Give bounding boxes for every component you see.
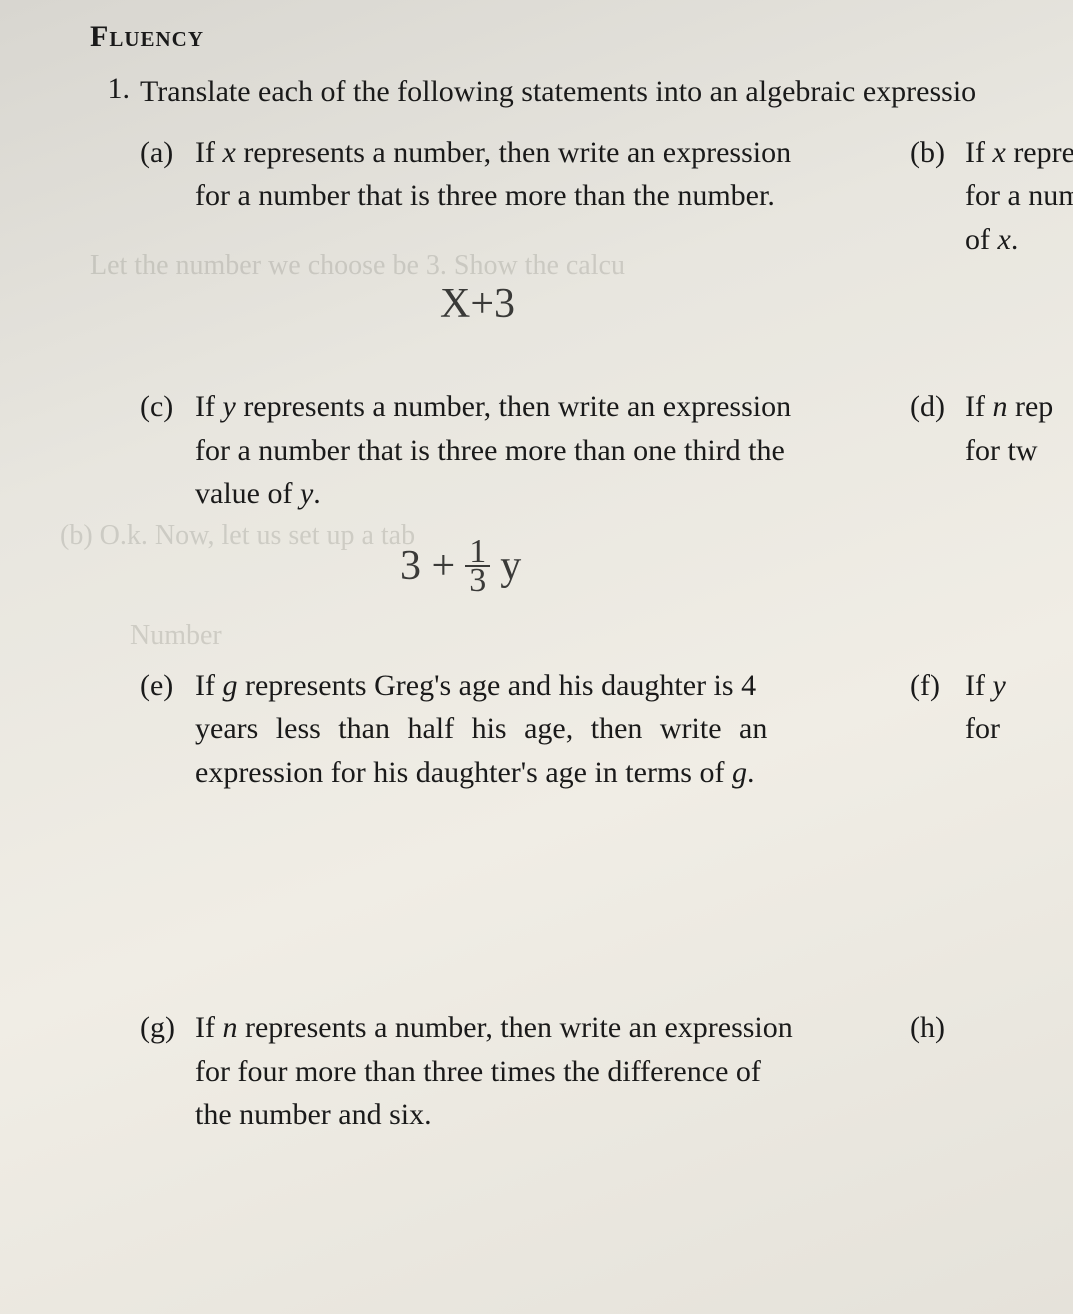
part-row-ab: (a) If x represents a number, then write… (140, 131, 1063, 262)
part-a-text: If x represents a number, then write an … (195, 131, 880, 218)
part-e-line3b: . (747, 756, 755, 789)
part-h-label: (h) (910, 1006, 965, 1050)
part-a-line1b: represents a number, then write an expre… (236, 136, 791, 169)
part-b-line2: for a num (965, 179, 1073, 212)
part-a-line1a: If (195, 136, 222, 169)
part-c-text: If y represents a number, then write an … (195, 385, 880, 516)
part-e-var3: g (732, 756, 747, 789)
part-e-var: g (222, 669, 237, 702)
part-a-label: (a) (140, 131, 195, 175)
part-g-var: n (222, 1011, 237, 1044)
hw-c-after: y (500, 545, 521, 587)
part-g-line2: for four more than three times the diffe… (195, 1055, 761, 1088)
part-e-text: If g represents Greg's age and his daugh… (195, 664, 880, 795)
part-f-line1a: If (965, 669, 992, 702)
part-f: (f) If y for (880, 664, 1063, 751)
part-g-line1b: represents a number, then write an expre… (237, 1011, 792, 1044)
part-d-text: If n rep for tw (965, 385, 1063, 472)
worksheet-page: Fluency 1. Translate each of the followi… (0, 0, 1073, 1314)
question-number: 1. (90, 72, 140, 106)
part-a: (a) If x represents a number, then write… (140, 131, 880, 218)
part-c-label: (c) (140, 385, 195, 429)
part-g-text: If n represents a number, then write an … (195, 1006, 880, 1137)
part-e-line3a: expression for his daughter's age in ter… (195, 756, 732, 789)
question-1: 1. Translate each of the following state… (90, 72, 1063, 113)
part-row-gh: (g) If n represents a number, then write… (140, 1006, 1063, 1137)
part-e-line1b: represents Greg's age and his daughter i… (237, 669, 756, 702)
part-c-line1b: represents a number, then write an expre… (236, 390, 791, 423)
part-b: (b) If x repres for a num of x. (880, 131, 1073, 262)
part-c-var: y (222, 390, 235, 423)
handwritten-answer-a: X+3 (440, 283, 1063, 325)
part-b-line1a: If (965, 136, 992, 169)
part-row-ef: (e) If g represents Greg's age and his d… (140, 664, 1063, 795)
part-c-line2: for a number that is three more than one… (195, 434, 785, 467)
hw-c-frac-den: 3 (465, 567, 490, 594)
part-c: (c) If y represents a number, then write… (140, 385, 880, 516)
part-e-line2: years less than half his age, then write… (195, 712, 767, 745)
part-d-line1a: If (965, 390, 992, 423)
question-text: Translate each of the following statemen… (140, 72, 1063, 113)
gap-ef (140, 816, 1063, 1006)
hw-c-fraction: 1 3 (465, 538, 490, 594)
hw-c-before: 3 + (400, 545, 455, 587)
part-b-var3: x (998, 223, 1011, 256)
part-g-label: (g) (140, 1006, 195, 1050)
part-f-label: (f) (910, 664, 965, 708)
part-b-line1b: repres (1006, 136, 1073, 169)
section-heading: Fluency (90, 20, 1063, 54)
part-e-line1a: If (195, 669, 222, 702)
part-g-line1a: If (195, 1011, 222, 1044)
part-c-line3a: value of (195, 477, 300, 510)
part-c-line3b: . (313, 477, 321, 510)
part-d-var: n (992, 390, 1007, 423)
part-b-line3b: . (1011, 223, 1019, 256)
part-g-line3: the number and six. (195, 1098, 432, 1131)
part-d-label: (d) (910, 385, 965, 429)
part-d: (d) If n rep for tw (880, 385, 1063, 472)
part-e: (e) If g represents Greg's age and his d… (140, 664, 880, 795)
part-b-label: (b) (910, 131, 965, 175)
parts-container: (a) If x represents a number, then write… (140, 131, 1063, 1137)
part-g: (g) If n represents a number, then write… (140, 1006, 880, 1137)
part-e-label: (e) (140, 664, 195, 708)
part-h: (h) (880, 1006, 1063, 1050)
part-d-line1b: rep (1007, 390, 1053, 423)
part-c-var3: y (300, 477, 313, 510)
part-b-var: x (992, 136, 1005, 169)
part-row-cd: (c) If y represents a number, then write… (140, 385, 1063, 516)
part-f-var: y (992, 669, 1005, 702)
part-a-var: x (222, 136, 235, 169)
part-c-line1a: If (195, 390, 222, 423)
part-b-text: If x repres for a num of x. (965, 131, 1073, 262)
part-f-text: If y for (965, 664, 1063, 751)
handwritten-answer-c: 3 + 1 3 y (400, 538, 1063, 594)
part-b-line3a: of (965, 223, 998, 256)
part-f-line2: for (965, 712, 1000, 745)
part-d-line2: for tw (965, 434, 1037, 467)
part-a-line2: for a number that is three more than the… (195, 179, 775, 212)
